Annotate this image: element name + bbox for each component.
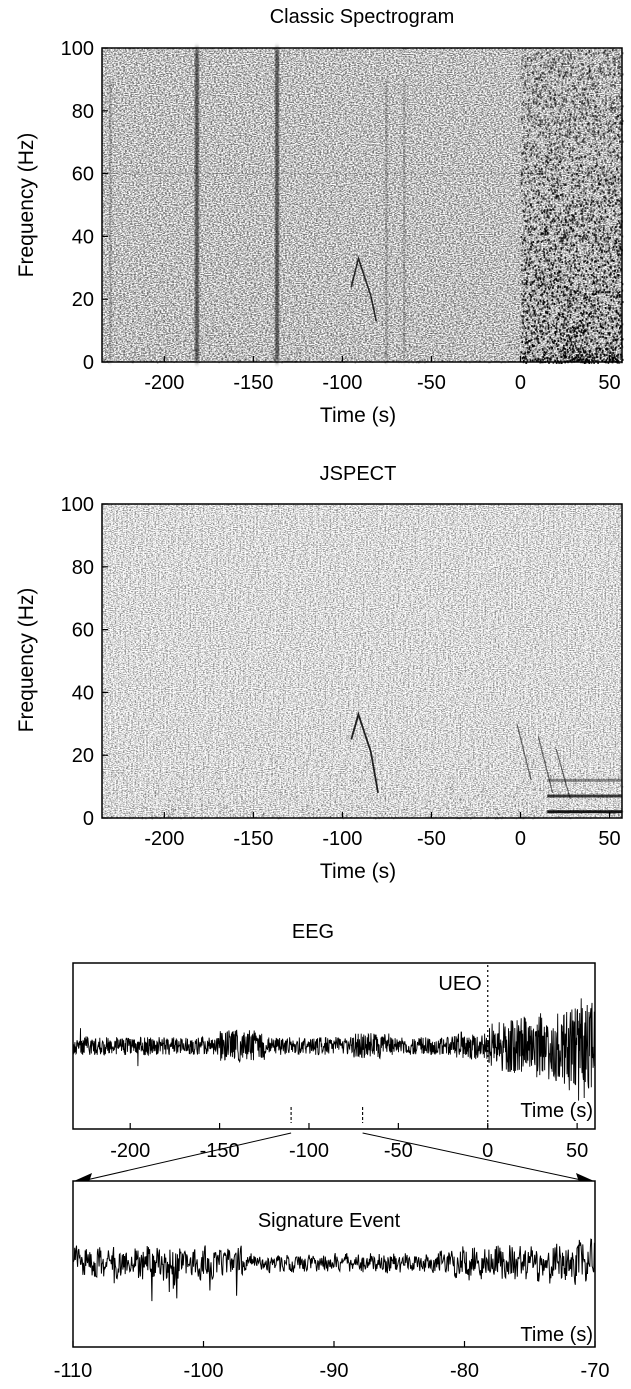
spectrogram-y-ticks: 0 20 40 60 80 100 <box>61 38 108 374</box>
x-tick-label: -200 <box>144 372 184 394</box>
x-tick-label: 50 <box>598 372 620 394</box>
y-tick-label: 0 <box>83 352 94 374</box>
seizure-power-point <box>621 105 624 108</box>
seizure-power-point <box>618 361 621 364</box>
seizure-power-point <box>597 361 599 364</box>
jspect-title: JSPECT <box>320 463 397 485</box>
seizure-power-point <box>559 361 562 364</box>
spectrogram-xlabel: Time (s) <box>320 404 396 427</box>
y-tick-label: 40 <box>72 226 94 248</box>
spectrogram-ylabel: Frequency (Hz) <box>15 133 38 278</box>
y-tick-label: 80 <box>72 101 94 123</box>
seizure-power-point <box>607 361 610 364</box>
spectrogram-frame <box>101 47 623 363</box>
x-tick-label: -100 <box>322 372 362 394</box>
x-tick-label: -50 <box>417 372 446 394</box>
spectrogram-title: Classic Spectrogram <box>270 6 455 28</box>
seizure-power-point <box>590 361 593 364</box>
x-tick-label: -150 <box>233 372 273 394</box>
spectrogram-panel: Classic Spectrogram -200 -150 -100 -50 0 50 0… <box>15 6 624 427</box>
seizure-power-point <box>561 361 563 364</box>
jspect-heatmap <box>102 504 624 820</box>
seizure-power-point <box>555 361 558 364</box>
seizure-power-point <box>593 361 595 364</box>
y-tick-label: 20 <box>72 289 94 311</box>
spectrogram-heatmap <box>102 48 624 364</box>
y-tick-label: 60 <box>72 164 94 186</box>
seizure-power-point <box>525 361 528 364</box>
x-tick-label: 0 <box>515 372 526 394</box>
y-tick-label: 100 <box>61 38 94 60</box>
spectrogram-x-ticks: -200 -150 -100 -50 0 50 <box>144 356 621 394</box>
